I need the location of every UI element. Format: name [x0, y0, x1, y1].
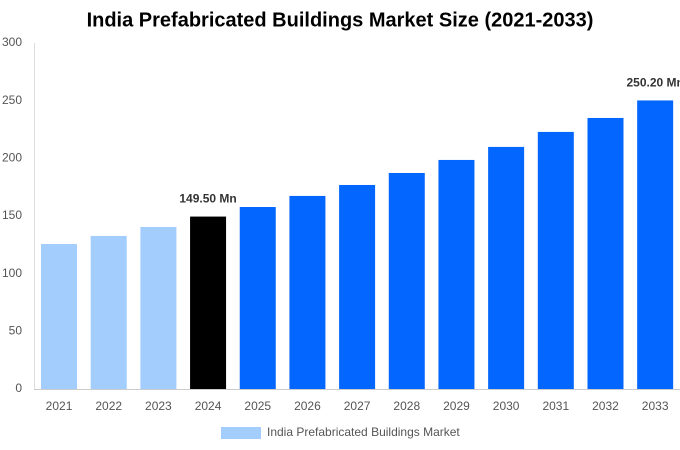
bar	[388, 172, 425, 389]
legend-swatch	[221, 427, 261, 439]
bar	[587, 117, 624, 389]
x-tick-label: 2031	[542, 399, 569, 413]
y-tick-label: 300	[2, 35, 22, 49]
legend-label: India Prefabricated Buildings Market	[267, 425, 460, 439]
x-tick-label: 2027	[344, 399, 371, 413]
bar	[140, 226, 177, 389]
y-tick-label: 250	[2, 93, 22, 107]
y-tick-label: 0	[15, 381, 22, 395]
x-tick-label: 2021	[46, 399, 73, 413]
y-tick-label: 150	[2, 208, 22, 222]
bar	[537, 131, 574, 389]
bar	[289, 195, 326, 389]
x-tick-label: 2032	[592, 399, 619, 413]
x-tick-label: 2025	[244, 399, 271, 413]
bar	[488, 146, 525, 389]
bar	[90, 235, 127, 389]
bar	[637, 100, 674, 389]
data-label: 250.20 Mn	[626, 76, 680, 90]
y-tick-label: 200	[2, 151, 22, 165]
bar	[438, 159, 475, 389]
x-tick-label: 2023	[145, 399, 172, 413]
x-tick-label: 2026	[294, 399, 321, 413]
x-tick-label: 2024	[195, 399, 222, 413]
chart-title: India Prefabricated Buildings Market Siz…	[87, 9, 594, 31]
bar	[190, 216, 227, 389]
bar	[41, 244, 78, 389]
bar	[339, 184, 376, 389]
y-tick-label: 100	[2, 266, 22, 280]
data-label: 149.50 Mn	[179, 192, 236, 206]
y-tick-label: 50	[9, 324, 23, 338]
x-tick-label: 2022	[95, 399, 122, 413]
x-tick-label: 2028	[393, 399, 420, 413]
x-tick-label: 2030	[493, 399, 520, 413]
x-tick-label: 2033	[642, 399, 669, 413]
x-tick-label: 2029	[443, 399, 470, 413]
bar	[239, 207, 276, 389]
